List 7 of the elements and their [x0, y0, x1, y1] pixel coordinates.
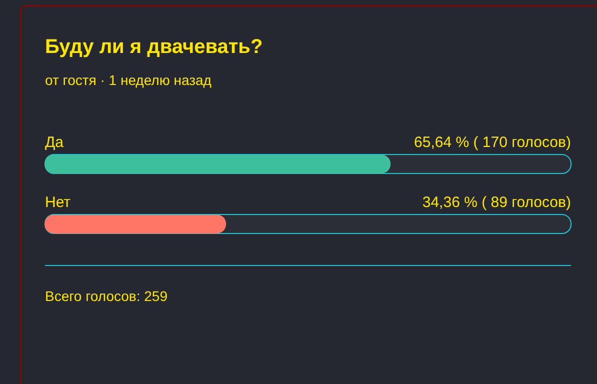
chart-subtitle: от гостя · 1 неделю назад	[45, 72, 212, 88]
data-label: 65,64 % ( 170 голосов)	[414, 134, 571, 151]
chart-title: Буду ли я двачевать?	[45, 36, 263, 59]
y-tick-label: Нет	[45, 194, 71, 211]
data-label: 34,36 % ( 89 голосов)	[422, 194, 571, 211]
y-tick-label: Да	[45, 134, 64, 151]
text: Всего голосов: 259	[45, 288, 168, 304]
